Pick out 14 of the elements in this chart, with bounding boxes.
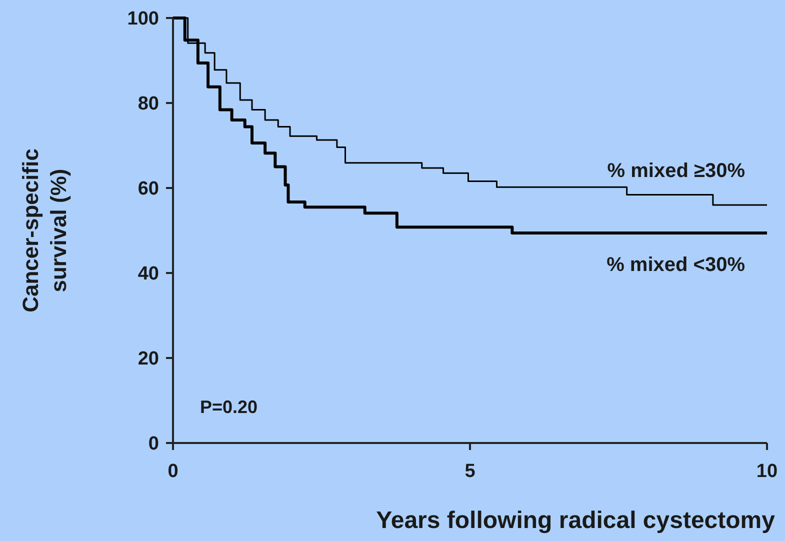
annotation: P=0.20 — [200, 397, 258, 417]
y-tick-label: 100 — [127, 8, 159, 30]
y-tick-label: 80 — [138, 94, 159, 115]
y-axis-title: Cancer-specific survival (%) — [18, 148, 71, 312]
y-tick-label: 20 — [138, 348, 159, 370]
series-label: % mixed ≥30% — [607, 160, 746, 182]
x-tick-label: 5 — [464, 461, 476, 482]
x-tick-label: 10 — [756, 461, 778, 482]
y-tick-label: 40 — [138, 264, 159, 285]
series-label: % mixed <30% — [606, 254, 746, 276]
y-tick-label: 60 — [138, 178, 159, 200]
x-axis-title: Years following radical cystectomy — [376, 507, 776, 534]
y-tick-label: 0 — [148, 434, 159, 455]
x-tick-label: 0 — [168, 461, 178, 482]
